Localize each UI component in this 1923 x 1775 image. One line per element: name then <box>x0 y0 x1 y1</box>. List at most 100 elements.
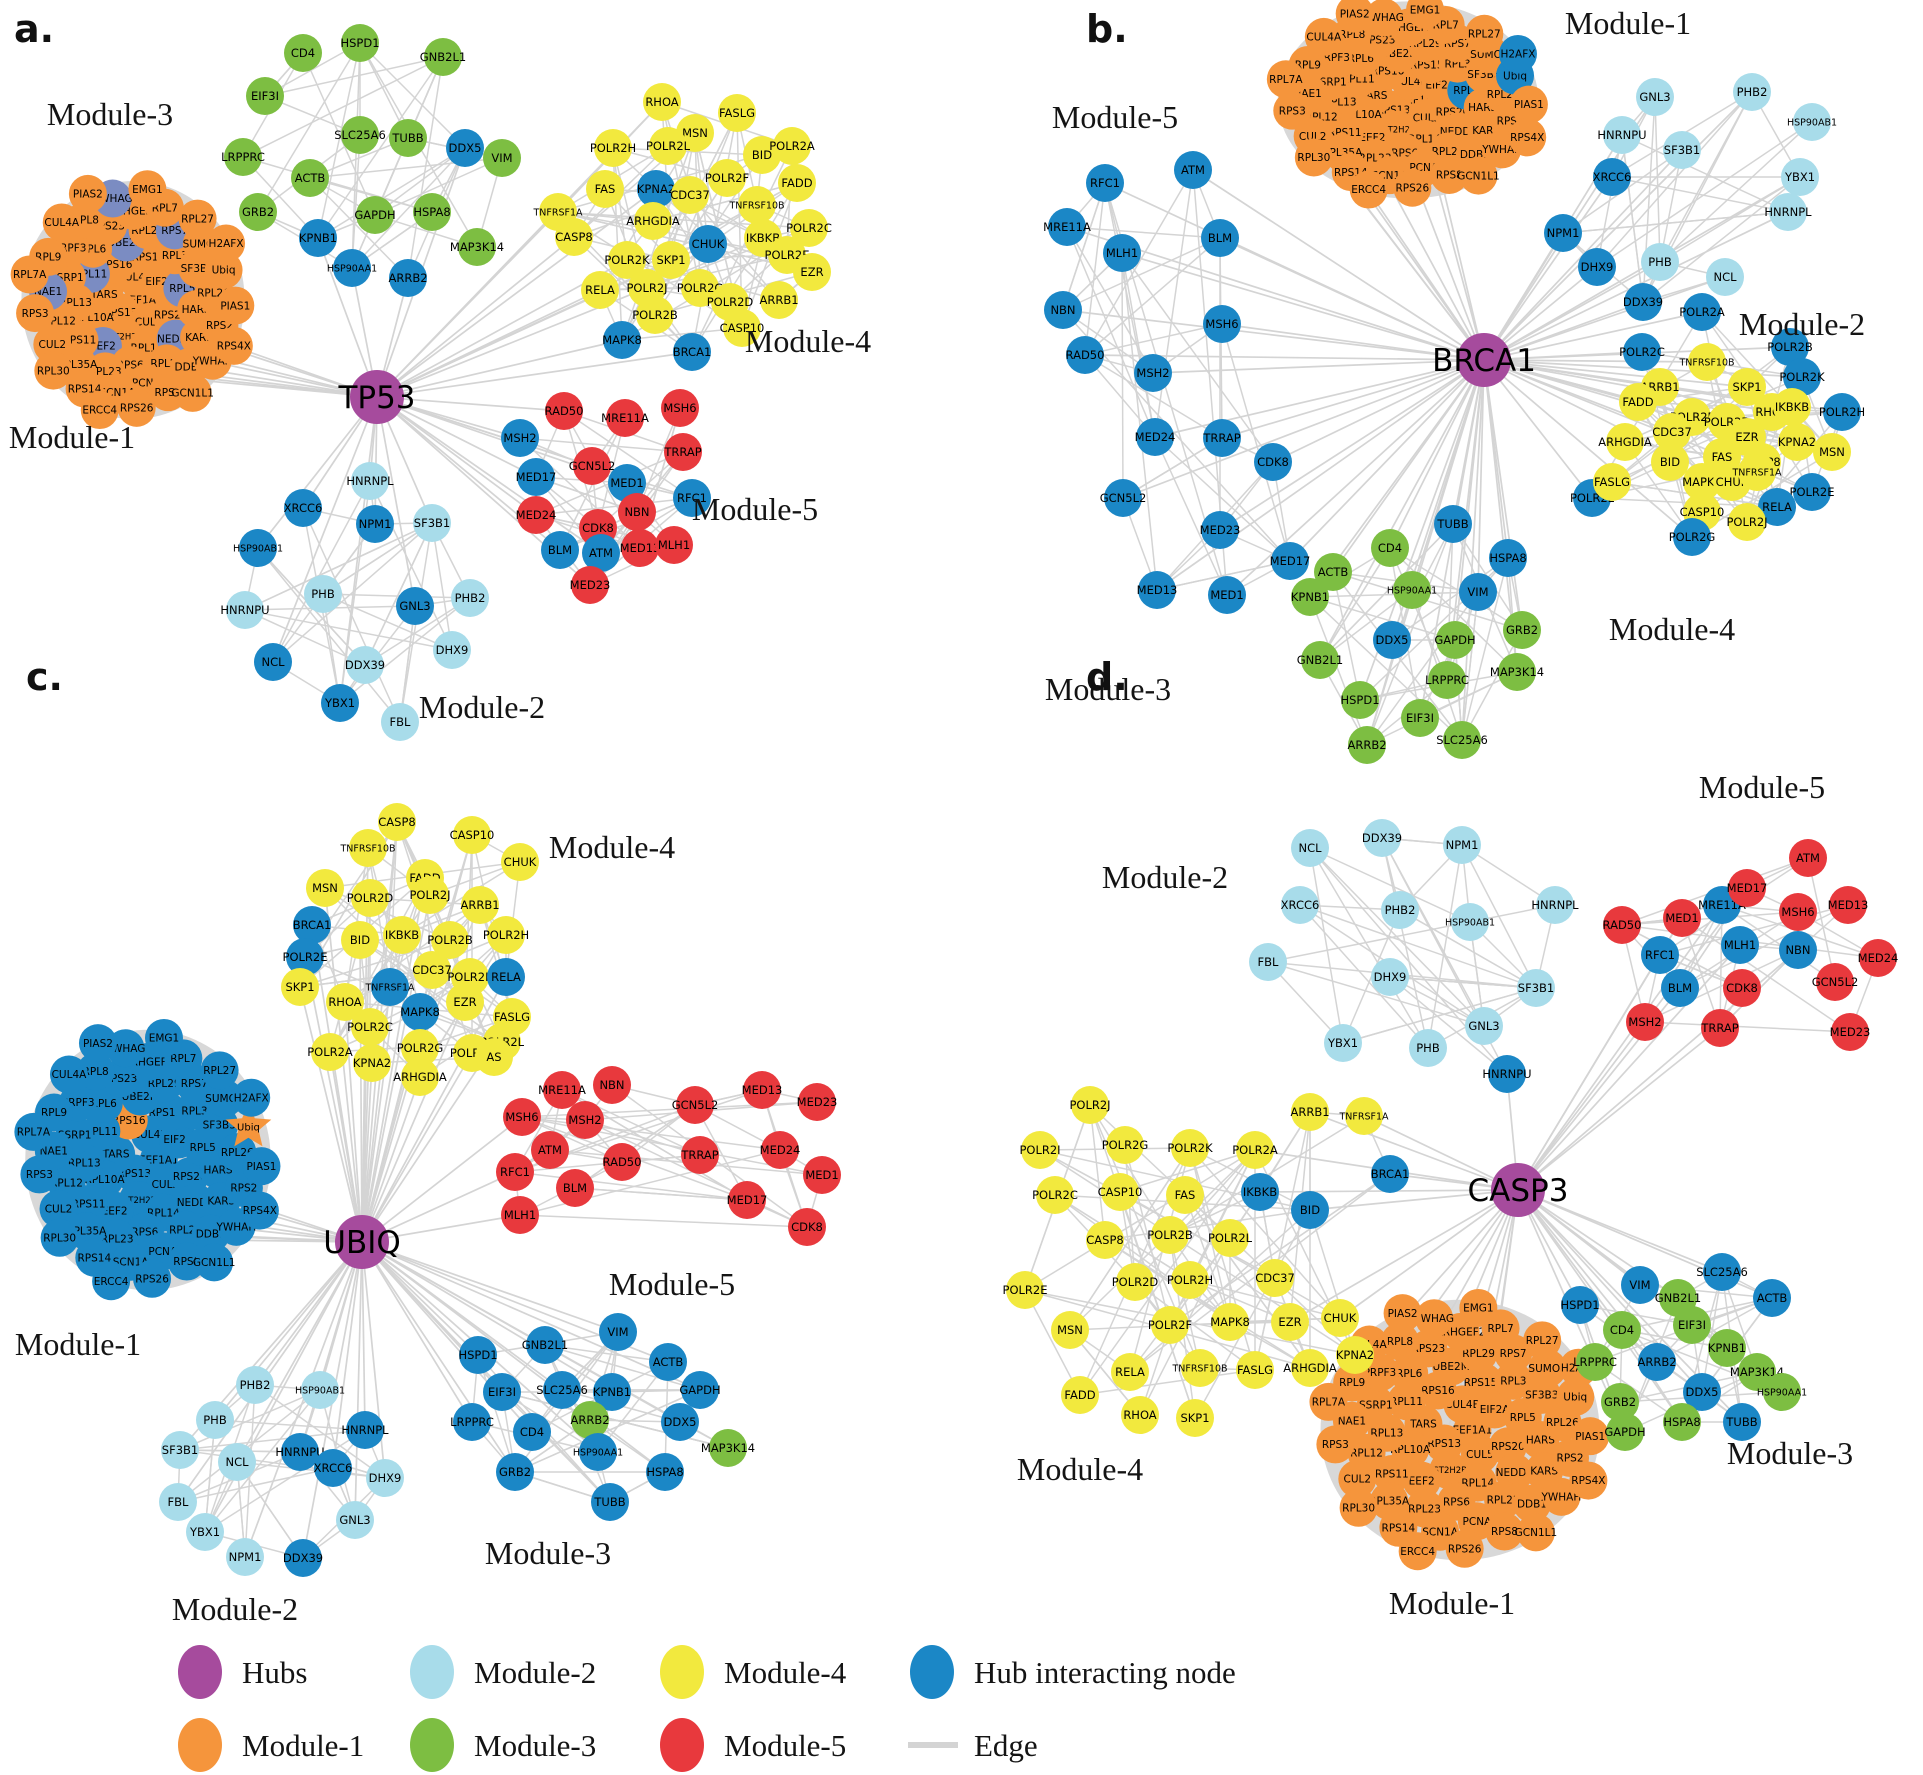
edge <box>574 1187 748 1201</box>
node-label-POLR2E: POLR2E <box>1003 1283 1048 1297</box>
node-label-CHUK: CHUK <box>1324 1311 1357 1325</box>
edge <box>535 497 693 516</box>
node-label-PIAS1: PIAS1 <box>1514 99 1544 111</box>
node-label-TNFRSF10B: TNFRSF10B <box>728 200 784 211</box>
ball-node-CUL4A <box>42 203 81 242</box>
node-DHX9 <box>1578 248 1616 286</box>
node-IKBKB <box>383 916 421 954</box>
edge <box>1079 1149 1256 1396</box>
edge <box>1517 1189 1683 1423</box>
node-label-GCN1L1: GCN1L1 <box>1457 170 1500 182</box>
node-HSPA8 <box>646 1453 684 1491</box>
ball-node-Ubiq <box>1556 1378 1595 1417</box>
node-label-Ubiq: Ubiq <box>237 1123 260 1134</box>
node-label-NCL: NCL <box>1713 270 1737 284</box>
node-label-MED13: MED13 <box>1828 898 1869 912</box>
edge <box>1721 904 1836 983</box>
edge <box>1389 547 1448 681</box>
node-label-RPL10A: RPL10A <box>1390 1444 1431 1456</box>
node-label-KPNB1: KPNB1 <box>299 231 337 245</box>
edge <box>1644 949 1799 1023</box>
node-TNFRSF10B <box>1688 343 1726 381</box>
edge <box>514 1389 701 1473</box>
node-DDX39 <box>284 1539 322 1577</box>
node-POLR2E <box>1006 1271 1044 1309</box>
ball-node-RPS4X <box>214 326 253 365</box>
node-RELA <box>1111 1353 1149 1391</box>
node-RFC1 <box>673 479 711 517</box>
node-label-RAD50: RAD50 <box>1066 348 1105 362</box>
node-label-KPNA2: KPNA2 <box>1778 435 1816 449</box>
node-label-TUBB: TUBB <box>593 1495 625 1509</box>
node-label-GNB2L1: GNB2L1 <box>522 1338 568 1352</box>
node-HNRNPU <box>281 1433 319 1471</box>
ball-node-PIAS2 <box>68 174 107 213</box>
edge <box>376 396 416 607</box>
edge <box>364 522 433 666</box>
node-label-RPS8: RPS8 <box>1491 1526 1518 1538</box>
node-label-RPL12: RPL12 <box>1350 1448 1383 1460</box>
node-NPM1 <box>1544 214 1582 252</box>
node-label-EMG1: EMG1 <box>132 184 163 196</box>
node-CHUK <box>689 225 727 263</box>
node-GRB2 <box>1601 1383 1639 1421</box>
ball-node-RPS8 <box>1430 155 1469 194</box>
node-ACTB <box>1314 553 1352 591</box>
node-MLH1 <box>1721 926 1759 964</box>
node-label-KPNB1: KPNB1 <box>593 1385 631 1399</box>
node-label-RPL8: RPL8 <box>1387 1336 1413 1348</box>
node-label-NBN: NBN <box>1785 943 1810 957</box>
node-label-RPS23: RPS23 <box>1412 1343 1446 1355</box>
node-label-GNL3: GNL3 <box>339 1513 370 1527</box>
node-label-TNFRSF1A: TNFRSF1A <box>1338 1111 1389 1122</box>
node-CASP10 <box>453 816 491 854</box>
edge <box>1621 134 1789 213</box>
edge <box>1483 91 1753 361</box>
edge <box>361 1052 473 1243</box>
node-HSP90AA1 <box>1393 571 1431 609</box>
ball-node-RPS4X <box>1508 118 1547 157</box>
node-KPNB1 <box>299 219 337 257</box>
ball-node-RPL7A <box>1266 60 1305 99</box>
node-label-MRE11A: MRE11A <box>538 1083 586 1097</box>
node-label-ACTB: ACTB <box>653 1355 684 1369</box>
edge <box>1129 1209 1311 1373</box>
node-label-HARS: HARS <box>204 1165 233 1177</box>
edge <box>309 177 409 279</box>
node-label-MSN: MSN <box>682 126 708 140</box>
node-label-PCNA: PCNA <box>1463 1516 1493 1528</box>
node-GNL3 <box>1636 78 1674 116</box>
legend-label: Hubs <box>242 1655 307 1690</box>
legend-swatch-hub <box>178 1645 222 1699</box>
ball-node-GCN1L1 <box>195 1243 234 1282</box>
edge <box>1681 917 1851 1033</box>
node-RAD50 <box>1603 906 1641 944</box>
edge <box>1066 226 1221 239</box>
node-label-ARRB1: ARRB1 <box>759 293 798 307</box>
ball-node-ERCC4 <box>80 391 119 430</box>
node-label-CD4: CD4 <box>1610 1323 1634 1337</box>
node-MED13 <box>1138 571 1176 609</box>
edge <box>519 437 684 453</box>
node-label-MSH2: MSH2 <box>1136 366 1169 380</box>
node-XRCC6 <box>314 1449 352 1487</box>
node-ARRB1 <box>760 281 798 319</box>
node-label-CHUK: CHUK <box>504 855 537 869</box>
edge <box>1389 976 1508 1075</box>
node-label-NAE1: NAE1 <box>1338 1415 1366 1427</box>
node-label-POLR2K: POLR2K <box>1167 1141 1213 1155</box>
node-label-EMG1: EMG1 <box>1463 1303 1494 1315</box>
node-label-RPL6: RPL6 <box>1396 1368 1422 1380</box>
node-label-RPL7: RPL7 <box>170 1053 196 1065</box>
node-ARRB1 <box>461 886 499 924</box>
edge <box>304 956 363 1243</box>
node-label-ATM: ATM <box>1181 163 1205 177</box>
node-label-POLR2E: POLR2E <box>283 950 328 964</box>
node-ATM <box>531 1131 569 1169</box>
node-label-MAPK8: MAPK8 <box>602 333 642 347</box>
node-label-POLR2E: POLR2E <box>765 248 810 262</box>
edge <box>1122 359 1485 499</box>
node-label-GRB2: GRB2 <box>242 205 274 219</box>
node-label-NEDD8: NEDD8 <box>1496 1467 1533 1479</box>
node-label-NAE1: NAE1 <box>40 1145 68 1157</box>
